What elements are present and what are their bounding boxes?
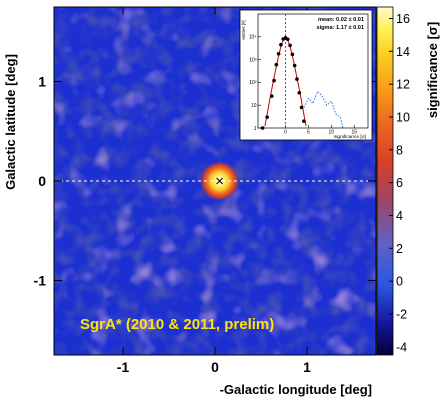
inset-y-label: entries [#] — [241, 20, 246, 39]
colorbar-tick-label: 12 — [396, 78, 410, 92]
y-tick-label: 1 — [38, 74, 46, 90]
colorbar-tick-label: 6 — [396, 176, 403, 190]
colorbar-gradient — [376, 6, 394, 356]
source-marker — [216, 177, 223, 185]
inset-stat-mean: mean: 0.02 ± 0.01 — [318, 17, 364, 23]
inset-data-point — [269, 94, 274, 98]
inset-data-point — [302, 119, 306, 123]
colorbar-tick-label: 8 — [396, 143, 403, 157]
x-tick-label: 1 — [303, 359, 311, 375]
x-tick-label: -1 — [117, 359, 130, 375]
inset-y-tick-label: 10² — [249, 80, 257, 86]
colorbar-tick-label: 2 — [396, 242, 403, 256]
x-tick-label: 0 — [211, 359, 219, 375]
colorbar-label: significance [σ] — [425, 22, 440, 118]
inset-plot-frame — [257, 13, 369, 129]
inset-y-tick-label: 1 — [254, 126, 257, 132]
inset-data-point — [299, 105, 304, 110]
colorbar-tick-label: 16 — [396, 12, 410, 26]
inset-x-label: significance [σ] — [334, 134, 366, 140]
y-tick-label: -1 — [34, 272, 47, 288]
inset-histogram: 1 10 10² 10³ 10⁴ 0 5 10 15 mean: 0.02 ± 0.01 sig… — [239, 9, 373, 141]
annotation-label: SgrA* (2010 & 2011, prelim) — [80, 316, 274, 333]
inset-data-point — [272, 78, 276, 83]
inset-x-tick-label: 5 — [307, 130, 310, 136]
inset-data-point — [297, 90, 302, 95]
inset-ticks: 1 10 10² 10³ 10⁴ 0 5 10 15 — [249, 35, 357, 136]
colorbar-ticks: 16 14 12 10 8 6 4 2 0 -2 -4 — [389, 12, 410, 354]
inset-x-tick-label: 15 — [351, 130, 357, 136]
inset-data-point — [265, 115, 269, 119]
colorbar-tick-label: 10 — [396, 110, 410, 124]
inset-y-tick-label: 10 — [251, 103, 257, 109]
inset-y-tick-label: 10⁴ — [249, 35, 257, 41]
inset-data-point — [274, 62, 279, 67]
colorbar-tick-label: -2 — [396, 307, 407, 321]
inset-data-point — [288, 43, 292, 48]
inset-y-tick-label: 10³ — [249, 57, 257, 63]
colorbar-tick-label: 0 — [396, 275, 403, 289]
inset-data-points — [260, 36, 306, 130]
inset-data-point — [295, 77, 299, 81]
colorbar-tick-label: 4 — [396, 209, 403, 223]
inset-x-tick-label: 10 — [329, 130, 335, 136]
inset-background — [239, 9, 373, 141]
colorbar-tick-label: -4 — [396, 340, 407, 354]
y-axis: 10-1 — [34, 74, 376, 288]
inset-data-point — [290, 52, 295, 57]
inset-tail-histogram — [303, 90, 344, 129]
inset-data-point — [279, 42, 283, 47]
y-tick-label: 0 — [38, 173, 46, 189]
inset-data-point — [276, 51, 281, 56]
inset-data-point — [292, 63, 297, 68]
inset-data-point — [285, 37, 290, 42]
x-axis-label: -Galactic longitude [deg] — [220, 382, 372, 397]
colorbar-tick-label: 14 — [396, 45, 410, 59]
y-axis-label: Galactic latitude [deg] — [3, 54, 18, 190]
inset-data-point — [260, 126, 265, 130]
colorbar: 16 14 12 10 8 6 4 2 0 -2 -4 significance [σ] — [376, 6, 440, 356]
inset-x-tick-label: 0 — [284, 130, 287, 136]
inset-stat-sigma: sigma: 1.17 ± 0.01 — [316, 25, 364, 31]
